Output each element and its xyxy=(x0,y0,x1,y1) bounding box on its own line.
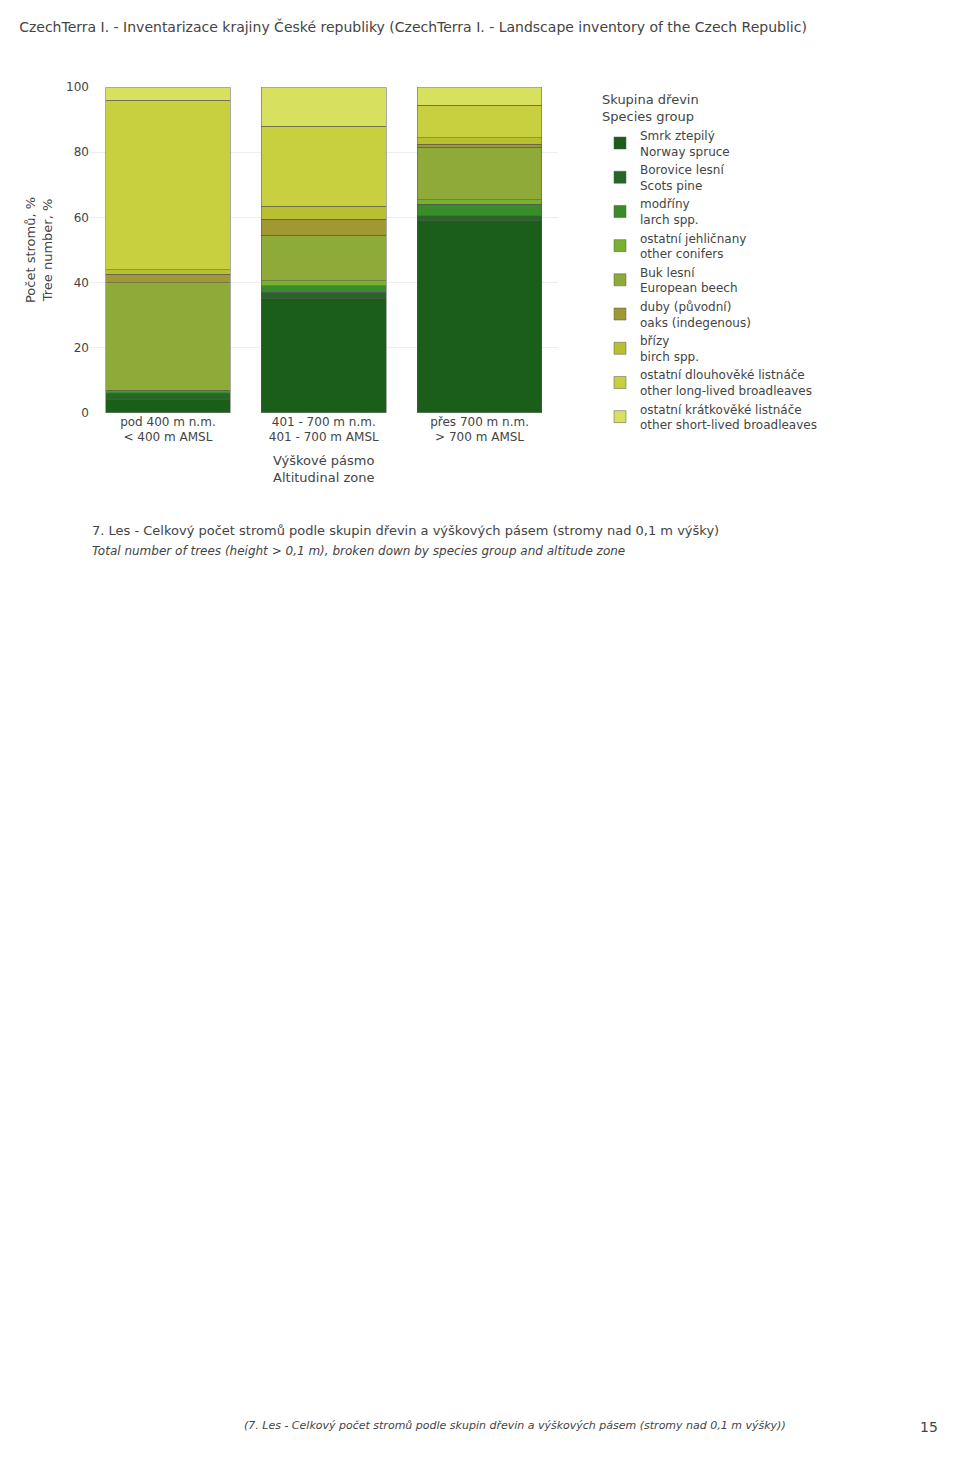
svg-text:0: 0 xyxy=(81,406,89,420)
svg-text:40: 40 xyxy=(74,276,89,290)
svg-text:ostatní dlouhověké listnáčeoth: ostatní dlouhověké listnáčeother long-li… xyxy=(640,368,812,398)
svg-text:100: 100 xyxy=(66,80,89,94)
svg-text:401 - 700 m n.m.401 - 700 m AM: 401 - 700 m n.m.401 - 700 m AMSL xyxy=(269,415,379,445)
svg-text:ostatní krátkověké listnáčeoth: ostatní krátkověké listnáčeother short-l… xyxy=(640,403,817,433)
svg-text:břízybirch spp.: břízybirch spp. xyxy=(640,334,699,364)
svg-text:ostatní jehličnanyother conife: ostatní jehličnanyother conifers xyxy=(640,232,746,262)
svg-text:Počet stromů, %Tree number, %: Počet stromů, %Tree number, % xyxy=(23,197,55,303)
svg-text:Borovice lesníScots pine: Borovice lesníScots pine xyxy=(640,163,724,193)
svg-text:pod 400 m n.m.< 400 m AMSL: pod 400 m n.m.< 400 m AMSL xyxy=(120,415,216,445)
svg-text:přes 700 m n.m.> 700 m AMSL: přes 700 m n.m.> 700 m AMSL xyxy=(430,415,529,445)
svg-text:15: 15 xyxy=(920,1419,938,1435)
svg-text:Total number of trees (height: Total number of trees (height > 0,1 m), … xyxy=(92,544,625,558)
svg-text:CzechTerra I. - Inventarizace: CzechTerra I. - Inventarizace krajiny Če… xyxy=(19,18,807,35)
svg-text:80: 80 xyxy=(74,145,89,159)
svg-text:Skupina dřevinSpecies group: Skupina dřevinSpecies group xyxy=(602,92,699,124)
svg-text:7. Les - Celkový počet stromů: 7. Les - Celkový počet stromů podle skup… xyxy=(92,523,719,538)
svg-text:20: 20 xyxy=(74,341,89,355)
svg-text:(7. Les - Celkový počet stromů: (7. Les - Celkový počet stromů podle sku… xyxy=(244,1419,786,1432)
svg-text:modřínylarch spp.: modřínylarch spp. xyxy=(640,197,699,227)
svg-text:duby (původní)oaks (indegenous: duby (původní)oaks (indegenous) xyxy=(640,300,751,330)
svg-text:Smrk ztepilýNorway spruce: Smrk ztepilýNorway spruce xyxy=(640,129,730,159)
svg-text:Buk lesníEuropean beech: Buk lesníEuropean beech xyxy=(640,266,738,296)
svg-text:Výškové pásmoAltitudinal zone: Výškové pásmoAltitudinal zone xyxy=(273,453,375,485)
svg-text:60: 60 xyxy=(74,211,89,225)
